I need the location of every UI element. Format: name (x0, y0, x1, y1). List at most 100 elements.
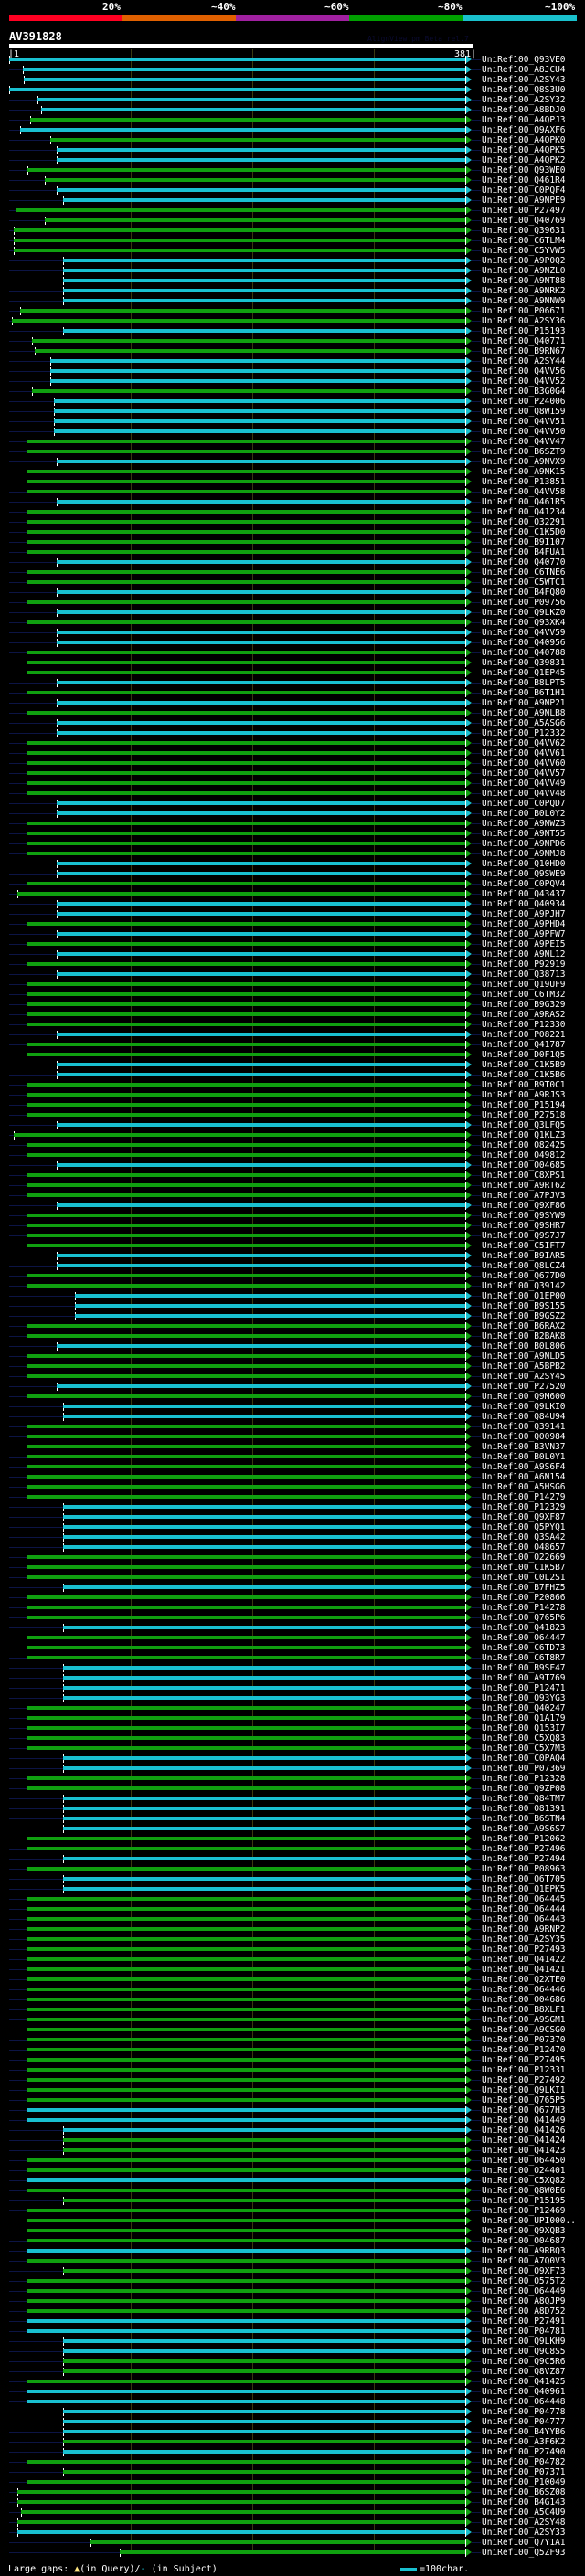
alignment-row[interactable]: UniRef100_C5X7M3 (0, 1744, 585, 1754)
alignment-bar[interactable] (26, 1153, 467, 1157)
alignment-bar[interactable] (62, 269, 467, 272)
alignment-bar[interactable] (56, 872, 467, 875)
hit-label[interactable]: UniRef100_Q9C8S5 (482, 2347, 566, 2357)
alignment-row[interactable]: UniRef100_Q8W159 (0, 407, 585, 417)
alignment-bar[interactable] (26, 791, 467, 795)
hit-label[interactable]: UniRef100_B6RAX2 (482, 1321, 566, 1331)
hit-label[interactable]: UniRef100_C5X7M3 (482, 1744, 566, 1754)
alignment-row[interactable]: UniRef100_Q41823 (0, 1623, 585, 1633)
alignment-row[interactable]: UniRef100_P04782 (0, 2457, 585, 2467)
alignment-bar[interactable] (56, 148, 467, 152)
alignment-row[interactable]: UniRef100_Q10HD0 (0, 859, 585, 869)
hit-label[interactable]: UniRef100_Q40769 (482, 216, 566, 226)
alignment-bar[interactable] (56, 952, 467, 956)
alignment-row[interactable]: UniRef100_O82425 (0, 1140, 585, 1150)
hit-label[interactable]: UniRef100_Q41823 (482, 1623, 566, 1633)
alignment-bar[interactable] (32, 339, 467, 343)
hit-label[interactable]: UniRef100_P04782 (482, 2457, 566, 2467)
alignment-row[interactable]: UniRef100_Q8VZ87 (0, 2367, 585, 2377)
alignment-bar[interactable] (14, 228, 467, 232)
alignment-bar[interactable] (26, 1214, 467, 1217)
hit-label[interactable]: UniRef100_Q461R5 (482, 497, 566, 507)
alignment-bar[interactable] (26, 922, 467, 926)
alignment-row[interactable]: UniRef100_Q93VE0 (0, 55, 585, 65)
alignment-bar[interactable] (26, 1103, 467, 1107)
alignment-row[interactable]: UniRef100_C6TNE6 (0, 567, 585, 578)
hit-label[interactable]: UniRef100_A4QPJ3 (482, 115, 566, 125)
alignment-bar[interactable] (26, 1786, 467, 1790)
alignment-bar[interactable] (56, 1203, 467, 1207)
alignment-bar[interactable] (26, 1435, 467, 1438)
hit-label[interactable]: UniRef100_B8LPT5 (482, 678, 566, 688)
hit-label[interactable]: UniRef100_P06671 (482, 306, 566, 316)
alignment-bar[interactable] (26, 1455, 467, 1458)
alignment-bar[interactable] (26, 1394, 467, 1398)
hit-label[interactable]: UniRef100_P12471 (482, 1683, 566, 1693)
alignment-row[interactable]: UniRef100_A4QPJ3 (0, 115, 585, 125)
hit-label[interactable]: UniRef100_B2BAK8 (482, 1331, 566, 1341)
hit-label[interactable]: UniRef100_Q41421 (482, 1965, 566, 1975)
alignment-bar[interactable] (26, 1364, 467, 1368)
alignment-bar[interactable] (26, 1957, 467, 1961)
alignment-bar[interactable] (26, 2480, 467, 2484)
hit-label[interactable]: UniRef100_O82425 (482, 1140, 566, 1150)
alignment-bar[interactable] (26, 1646, 467, 1649)
alignment-row[interactable]: UniRef100_A2SY35 (0, 1935, 585, 1945)
alignment-bar[interactable] (26, 1656, 467, 1659)
alignment-bar[interactable] (26, 2279, 467, 2283)
hit-label[interactable]: UniRef100_B9T0C1 (482, 1080, 566, 1090)
alignment-row[interactable]: UniRef100_A5C4U9 (0, 2507, 585, 2518)
alignment-row[interactable]: UniRef100_Q41425 (0, 2377, 585, 2387)
alignment-row[interactable]: UniRef100_O81391 (0, 1804, 585, 1814)
hit-label[interactable]: UniRef100_Q4VV59 (482, 628, 566, 638)
alignment-bar[interactable] (26, 962, 467, 966)
hit-label[interactable]: UniRef100_C1K5B9 (482, 1060, 566, 1070)
hit-label[interactable]: UniRef100_B4FQ80 (482, 588, 566, 598)
alignment-row[interactable]: UniRef100_Q9LKI0 (0, 1402, 585, 1412)
hit-label[interactable]: UniRef100_A5ASG6 (482, 718, 566, 728)
hit-label[interactable]: UniRef100_B4G143 (482, 2497, 566, 2507)
alignment-row[interactable]: UniRef100_B3G0G4 (0, 387, 585, 397)
hit-label[interactable]: UniRef100_A9RAS2 (482, 1010, 566, 1020)
hit-label[interactable]: UniRef100_P15195 (482, 2196, 566, 2206)
alignment-row[interactable]: UniRef100_P27494 (0, 1854, 585, 1864)
alignment-row[interactable]: UniRef100_A9NLB8 (0, 708, 585, 718)
alignment-row[interactable]: UniRef100_A9T769 (0, 1673, 585, 1683)
alignment-row[interactable]: UniRef100_Q765P6 (0, 1613, 585, 1623)
hit-label[interactable]: UniRef100_Q43437 (482, 889, 566, 899)
alignment-bar[interactable] (32, 389, 467, 393)
hit-label[interactable]: UniRef100_Q4VV61 (482, 748, 566, 758)
alignment-bar[interactable] (62, 1415, 467, 1418)
alignment-bar[interactable] (26, 2118, 467, 2122)
alignment-row[interactable]: UniRef100_P27497 (0, 206, 585, 216)
alignment-bar[interactable] (74, 1294, 467, 1298)
alignment-bar[interactable] (54, 419, 467, 423)
hit-label[interactable]: UniRef100_Q9XF73 (482, 2266, 566, 2276)
alignment-bar[interactable] (62, 1545, 467, 1549)
hit-label[interactable]: UniRef100_A9NK15 (482, 467, 566, 477)
hit-label[interactable]: UniRef100_A4QPK2 (482, 155, 566, 165)
alignment-row[interactable]: UniRef100_C5IFT7 (0, 1241, 585, 1251)
alignment-bar[interactable] (56, 641, 467, 644)
alignment-bar[interactable] (62, 198, 467, 202)
hit-label[interactable]: UniRef100_P27494 (482, 1854, 566, 1864)
hit-label[interactable]: UniRef100_O64448 (482, 2397, 566, 2407)
hit-label[interactable]: UniRef100_Q10HD0 (482, 859, 566, 869)
alignment-bar[interactable] (62, 329, 467, 333)
alignment-row[interactable]: UniRef100_P12062 (0, 1834, 585, 1844)
hit-label[interactable]: UniRef100_Q9AXF6 (482, 125, 566, 135)
alignment-bar[interactable] (50, 379, 467, 383)
hit-label[interactable]: UniRef100_A4QPK5 (482, 145, 566, 155)
hit-label[interactable]: UniRef100_Q39142 (482, 1281, 566, 1291)
hit-label[interactable]: UniRef100_A5C4U9 (482, 2507, 566, 2518)
hit-label[interactable]: UniRef100_A9RNP2 (482, 1924, 566, 1935)
hit-label[interactable]: UniRef100_B9I107 (482, 537, 566, 547)
hit-label[interactable]: UniRef100_A4QPK0 (482, 135, 566, 145)
alignment-bar[interactable] (26, 1183, 467, 1187)
alignment-bar[interactable] (62, 2450, 467, 2454)
hit-label[interactable]: UniRef100_B6T1H1 (482, 688, 566, 698)
hit-label[interactable]: UniRef100_P12331 (482, 2065, 566, 2075)
hit-label[interactable]: UniRef100_B0L0Y1 (482, 1452, 566, 1462)
alignment-bar[interactable] (62, 1535, 467, 1539)
alignment-bar[interactable] (120, 2550, 467, 2554)
